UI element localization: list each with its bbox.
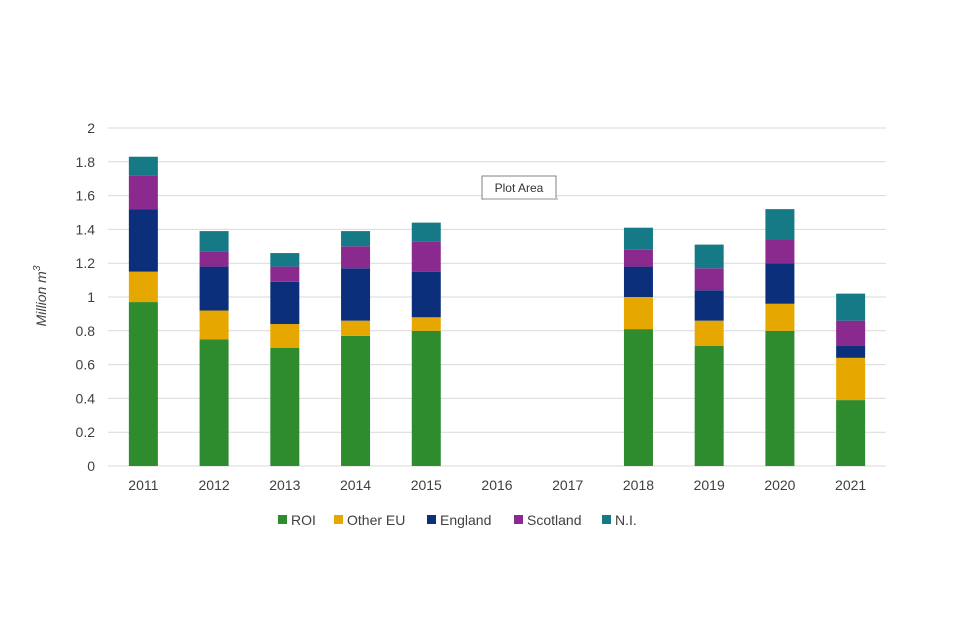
bar-2011-roi (128, 302, 158, 466)
bar-2018-scotland (623, 249, 653, 267)
y-tick-label: 1 (87, 289, 95, 305)
bar-2013-scotland (270, 266, 300, 282)
legend: ROI Other EU England Scotland N.I. (278, 512, 637, 528)
x-tick-label: 2016 (481, 477, 512, 493)
bar-2020-roi (765, 330, 795, 466)
x-tick-label: 2018 (623, 477, 654, 493)
y-axis-ticks: 0 0.2 0.4 0.6 0.8 1 1.2 1.4 1.6 1.8 2 (76, 120, 96, 474)
legend-label: Other EU (347, 512, 405, 528)
x-tick-label: 2020 (764, 477, 795, 493)
bar-2011-n-i (128, 156, 158, 176)
bars (128, 156, 866, 466)
y-axis-label: Million m3 (32, 265, 49, 326)
bar-2021-scotland (836, 320, 866, 347)
bar-2018-n-i (623, 227, 653, 250)
legend-label: ROI (291, 512, 316, 528)
bar-2018-other-eu (623, 297, 653, 330)
y-tick-label: 1.6 (76, 188, 96, 204)
bar-2019-other-eu (694, 320, 724, 347)
bar-2014-roi (341, 335, 371, 466)
legend-swatch (602, 515, 611, 524)
tooltip-shadow (484, 198, 558, 200)
bar-2020-scotland (765, 239, 795, 264)
bar-2020-n-i (765, 209, 795, 240)
bar-2015-other-eu (411, 317, 441, 331)
legend-label: Scotland (527, 512, 581, 528)
x-tick-label: 2019 (694, 477, 725, 493)
y-tick-label: 0.2 (76, 424, 96, 440)
x-tick-label: 2014 (340, 477, 371, 493)
legend-swatch (278, 515, 287, 524)
bar-2021-england (836, 346, 866, 358)
bar-2015-england (411, 271, 441, 318)
x-tick-label: 2012 (199, 477, 230, 493)
bar-2012-n-i (199, 231, 229, 252)
bar-2015-scotland (411, 241, 441, 272)
bar-2013-roi (270, 347, 300, 466)
bar-2012-england (199, 266, 229, 311)
bar-2021-other-eu (836, 357, 866, 401)
bar-2011-england (128, 209, 158, 272)
plot-area-tooltip: Plot Area (481, 175, 558, 200)
x-tick-label: 2021 (835, 477, 866, 493)
bar-2012-scotland (199, 251, 229, 267)
bar-2019-n-i (694, 244, 724, 269)
y-tick-label: 2 (87, 120, 95, 136)
tooltip-text: Plot Area (495, 181, 544, 195)
legend-swatch (427, 515, 436, 524)
bar-2020-england (765, 263, 795, 304)
bar-2019-england (694, 290, 724, 321)
bar-2018-roi (623, 329, 653, 466)
x-tick-label: 2017 (552, 477, 583, 493)
bar-2014-scotland (341, 246, 371, 269)
legend-swatch (334, 515, 343, 524)
bar-2015-n-i (411, 222, 441, 242)
bar-2019-scotland (694, 268, 724, 291)
bar-2021-roi (836, 400, 866, 466)
bar-2014-n-i (341, 231, 371, 247)
legend-swatch (514, 515, 523, 524)
y-tick-label: 1.2 (76, 255, 96, 271)
bar-2012-other-eu (199, 310, 229, 340)
x-axis-ticks: 2011 2012 2013 2014 2015 2016 2017 2018 2019 2020… (128, 477, 866, 493)
y-tick-label: 1.4 (76, 221, 96, 237)
x-tick-label: 2015 (411, 477, 442, 493)
bar-2014-other-eu (341, 320, 371, 336)
bar-2013-england (270, 281, 300, 325)
bar-2012-roi (199, 339, 229, 466)
bar-2014-england (341, 268, 371, 321)
legend-label: England (440, 512, 491, 528)
bar-2018-england (623, 266, 653, 297)
x-tick-label: 2013 (269, 477, 300, 493)
bar-2013-n-i (270, 253, 300, 267)
y-tick-label: 0 (87, 458, 95, 474)
legend-label: N.I. (615, 512, 637, 528)
y-tick-label: 0.4 (76, 390, 96, 406)
bar-2011-scotland (128, 175, 158, 210)
bar-2013-other-eu (270, 324, 300, 348)
bar-2020-other-eu (765, 303, 795, 331)
bar-2019-roi (694, 346, 724, 466)
y-tick-label: 0.8 (76, 323, 96, 339)
y-tick-label: 1.8 (76, 154, 96, 170)
bar-2021-n-i (836, 293, 866, 321)
bar-2011-other-eu (128, 271, 158, 303)
bar-2015-roi (411, 330, 441, 466)
y-tick-label: 0.6 (76, 357, 96, 373)
x-tick-label: 2011 (128, 477, 158, 493)
